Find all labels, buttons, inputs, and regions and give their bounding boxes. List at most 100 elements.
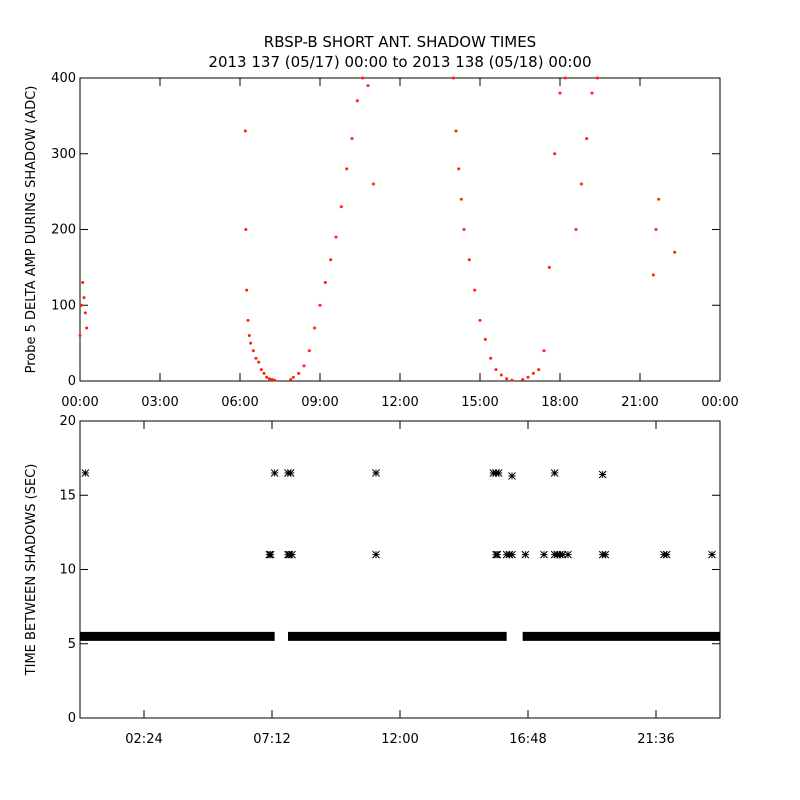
data-point — [547, 265, 551, 269]
data-point-stroke — [494, 469, 503, 477]
data-point-stroke — [493, 550, 502, 559]
x-tick-label: 21:36 — [637, 732, 674, 747]
data-point — [81, 281, 85, 285]
data-point — [489, 356, 493, 360]
data-point — [494, 368, 498, 372]
x-tick-label: 12:00 — [381, 395, 418, 410]
chart-title: RBSP-B SHORT ANT. SHADOW TIMES — [264, 33, 536, 51]
data-point — [451, 76, 455, 80]
data-point — [83, 311, 87, 315]
data-point-stroke — [372, 469, 380, 477]
data-point-stroke — [708, 550, 716, 559]
data-point — [510, 378, 514, 382]
data-point — [318, 303, 322, 307]
data-point — [371, 182, 375, 186]
data-point — [467, 258, 471, 262]
data-point — [302, 364, 306, 368]
data-point — [462, 228, 466, 231]
data-point — [574, 228, 578, 231]
data-point-stroke — [598, 470, 607, 479]
data-point — [598, 470, 607, 479]
data-point — [366, 84, 370, 88]
y-tick-label: 20 — [59, 414, 76, 429]
data-point — [558, 91, 562, 95]
data-point — [564, 550, 572, 559]
top-panel: 0 100 200 300 400 00:00 03:00 06:00 09:00 12:00 15… — [24, 71, 739, 410]
data-point — [345, 167, 349, 171]
y-tick-label: 300 — [51, 147, 76, 162]
data-point — [297, 371, 301, 375]
x-tick-label: 07:12 — [253, 732, 290, 747]
data-point-stroke — [521, 550, 530, 559]
data-point — [82, 296, 86, 300]
plot-frame — [79, 420, 721, 719]
data-point — [245, 288, 249, 292]
x-tick-label: 06:00 — [221, 395, 258, 410]
data-point — [542, 349, 546, 353]
data-point — [265, 375, 269, 379]
chart-subtitle: 2013 137 (05/17) 00:00 to 2013 138 (05/1… — [208, 53, 591, 71]
data-point — [585, 137, 589, 141]
data-point — [259, 368, 263, 372]
data-point — [473, 288, 477, 292]
data-point — [262, 371, 266, 375]
data-point — [563, 76, 567, 80]
data-point — [85, 326, 89, 330]
data-point — [595, 76, 599, 80]
data-point-stroke — [564, 550, 572, 559]
data-point-stroke — [266, 550, 275, 559]
x-tick-label: 00:00 — [61, 395, 98, 410]
data-point — [257, 360, 261, 364]
data-point — [270, 469, 279, 477]
data-point — [249, 341, 253, 345]
data-point-stroke — [81, 469, 90, 477]
data-point — [654, 228, 658, 231]
data-point — [505, 377, 509, 381]
y-axis-label: Probe 5 DELTA AMP DURING SHADOW (ADC) — [24, 86, 39, 374]
data-point — [355, 99, 359, 103]
data-point — [540, 550, 548, 559]
data-point — [266, 550, 275, 559]
data-point — [508, 550, 516, 559]
data-point — [313, 326, 317, 330]
data-point — [244, 228, 248, 231]
data-point — [350, 137, 354, 141]
data-point — [329, 258, 333, 262]
data-point — [483, 337, 487, 341]
data-point — [323, 281, 327, 285]
data-point — [499, 373, 503, 377]
data-point — [673, 250, 677, 254]
data-point — [270, 377, 274, 381]
data-point — [662, 550, 671, 559]
data-point — [286, 469, 295, 477]
data-point — [553, 152, 557, 156]
data-point — [590, 91, 594, 95]
x-tick-label: 18:00 — [541, 395, 578, 410]
data-point — [508, 472, 516, 480]
data-point — [459, 197, 463, 201]
data-point — [493, 550, 502, 559]
data-point-stroke — [288, 550, 296, 559]
data-point — [372, 550, 380, 559]
y-axis-label: TIME BETWEEN SHADOWS (SEC) — [24, 464, 39, 677]
data-point — [291, 375, 295, 379]
x-tick-label: 09:00 — [301, 395, 338, 410]
data-point — [243, 129, 247, 133]
data-point — [78, 334, 82, 338]
data-point — [246, 318, 250, 322]
data-point — [579, 182, 583, 186]
x-tick-label: 00:00 — [701, 395, 738, 410]
data-point — [339, 205, 343, 209]
data-point — [521, 550, 530, 559]
y-tick-label: 0 — [68, 711, 76, 726]
data-point-stroke — [540, 550, 548, 559]
data-point — [531, 371, 535, 375]
y-tick-label: 100 — [51, 298, 76, 313]
data-point — [288, 550, 296, 559]
data-point — [521, 377, 525, 381]
data-point — [289, 377, 293, 381]
data-point — [651, 273, 655, 277]
x-tick-label: 15:00 — [461, 395, 498, 410]
x-tick-label: 16:48 — [509, 732, 546, 747]
x-tick-label: 02:24 — [125, 732, 162, 747]
